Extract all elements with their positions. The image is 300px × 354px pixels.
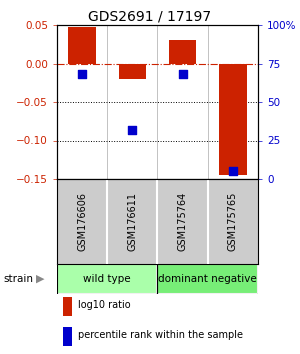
- Text: GSM175764: GSM175764: [178, 192, 188, 251]
- Text: wild type: wild type: [83, 274, 131, 284]
- Text: strain: strain: [3, 274, 33, 284]
- Text: GSM175765: GSM175765: [228, 192, 238, 251]
- Text: ▶: ▶: [36, 274, 44, 284]
- Text: GSM176611: GSM176611: [128, 192, 137, 251]
- Text: log10 ratio: log10 ratio: [78, 300, 130, 310]
- Point: [230, 169, 235, 174]
- Bar: [57, 264, 158, 294]
- Bar: [118, 63, 146, 79]
- Point: [180, 72, 185, 77]
- Bar: [68, 27, 96, 63]
- Text: percentile rank within the sample: percentile rank within the sample: [78, 330, 243, 340]
- Bar: [169, 40, 196, 63]
- Bar: [63, 297, 72, 316]
- Bar: [57, 264, 158, 294]
- Text: dominant negative: dominant negative: [158, 274, 257, 284]
- Point: [130, 127, 135, 132]
- Point: [80, 72, 85, 77]
- Text: GDS2691 / 17197: GDS2691 / 17197: [88, 9, 212, 23]
- Bar: [158, 264, 258, 294]
- Bar: [219, 63, 247, 175]
- Text: GSM176606: GSM176606: [77, 192, 87, 251]
- Bar: [158, 264, 258, 294]
- Bar: [63, 327, 72, 346]
